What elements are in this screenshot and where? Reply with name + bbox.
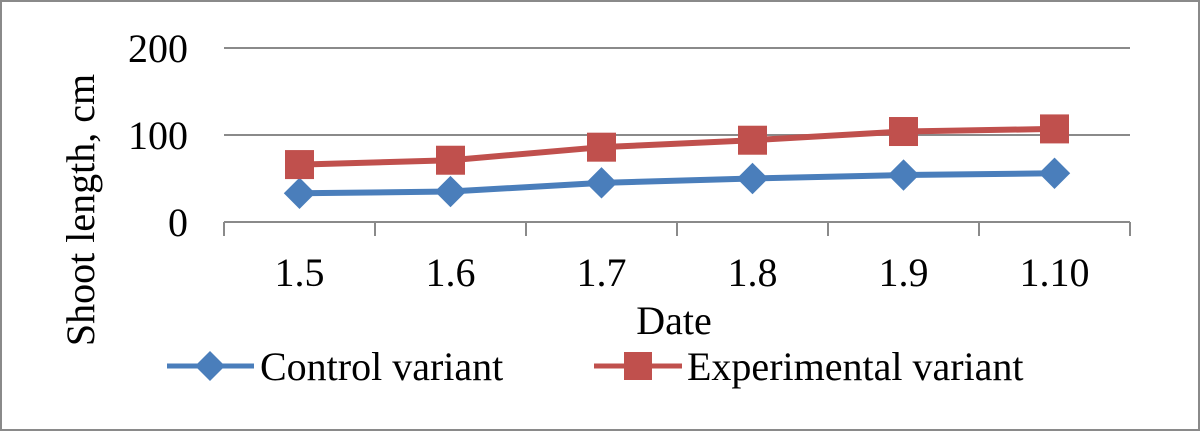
legend-square-marker xyxy=(624,352,652,380)
series-control xyxy=(283,157,1071,209)
legend-label-experimental: Experimental variant xyxy=(687,344,1024,389)
legend-label-control: Control variant xyxy=(260,344,503,389)
legend-diamond-marker xyxy=(195,351,225,381)
data-point-diamond xyxy=(1038,157,1071,189)
data-point-diamond xyxy=(585,167,618,199)
y-axis-title: Shoot length, cm xyxy=(58,74,103,346)
legend: Control variant Experimental variant xyxy=(167,344,1024,389)
x-tick-label: 1.6 xyxy=(426,250,476,295)
data-point-square xyxy=(587,132,616,162)
x-tick-label: 1.7 xyxy=(577,250,627,295)
series-experimental xyxy=(285,114,1069,180)
data-point-square xyxy=(1040,114,1069,144)
y-tick-label: 200 xyxy=(128,26,188,71)
data-point-square xyxy=(285,150,314,180)
gridlines xyxy=(224,47,1130,136)
data-point-diamond xyxy=(283,177,316,209)
data-point-square xyxy=(889,117,918,147)
x-tick-labels: 1.5 1.6 1.7 1.8 1.9 1.10 xyxy=(275,250,1090,295)
x-axis-title: Date xyxy=(636,298,712,343)
data-point-square xyxy=(738,125,767,155)
data-point-diamond xyxy=(887,159,920,191)
legend-item-experimental: Experimental variant xyxy=(594,344,1024,389)
series-line xyxy=(299,125,1055,168)
axes xyxy=(223,221,1131,236)
data-point-diamond xyxy=(434,175,467,208)
x-tick-label: 1.8 xyxy=(728,250,778,295)
x-tick-label: 1.10 xyxy=(1020,250,1090,295)
x-tick-label: 1.5 xyxy=(275,250,325,295)
y-tick-label: 0 xyxy=(168,200,188,245)
series-line xyxy=(299,170,1055,197)
data-point-square xyxy=(436,145,465,175)
legend-item-control: Control variant xyxy=(167,344,503,389)
y-tick-label: 100 xyxy=(128,113,188,158)
x-tick-label: 1.9 xyxy=(879,250,929,295)
y-tick-labels: 0 100 200 xyxy=(128,26,188,245)
data-point-diamond xyxy=(736,162,769,195)
series xyxy=(283,114,1071,209)
